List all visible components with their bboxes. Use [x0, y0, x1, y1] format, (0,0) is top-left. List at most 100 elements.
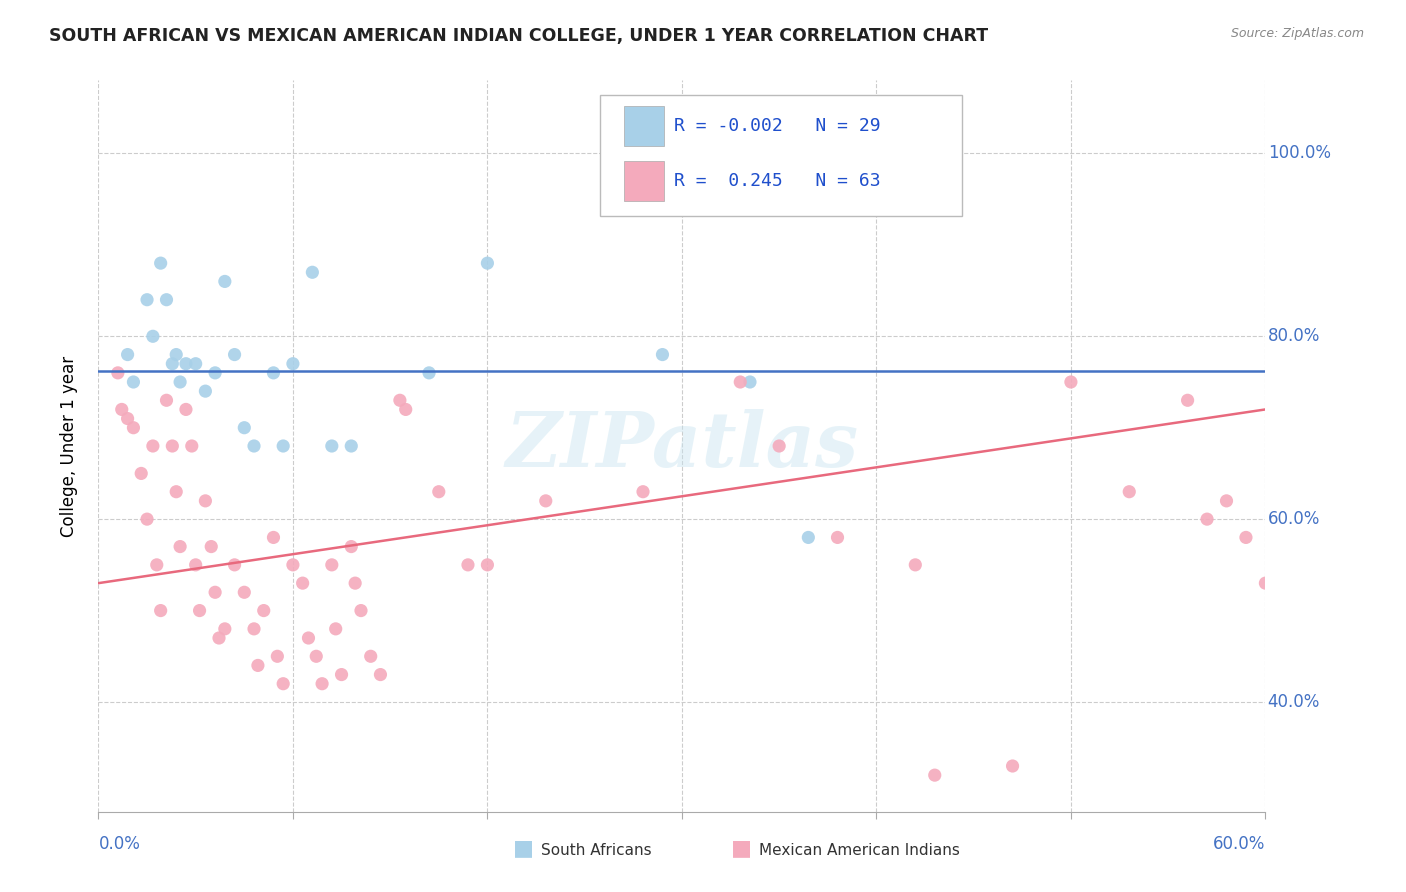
Point [142, 439, 165, 453]
Point [194, 494, 217, 508]
Point [457, 558, 479, 572]
Point [214, 622, 236, 636]
Point [1215, 494, 1237, 508]
Point [477, 256, 499, 270]
Point [651, 347, 673, 362]
Point [107, 366, 129, 380]
Point [142, 329, 165, 343]
Point [797, 530, 820, 544]
Point [297, 631, 319, 645]
Point [155, 293, 177, 307]
Point [631, 484, 654, 499]
Point [246, 658, 269, 673]
Point [477, 558, 499, 572]
Point [344, 576, 367, 591]
Point [340, 540, 363, 554]
Point [194, 384, 217, 399]
Point [1177, 393, 1199, 408]
Point [136, 293, 159, 307]
Point [330, 667, 353, 681]
Text: ■: ■ [513, 838, 534, 858]
Point [174, 357, 197, 371]
Point [311, 676, 333, 690]
Point [180, 439, 202, 453]
Point [266, 649, 288, 664]
Point [117, 411, 139, 425]
Point [162, 439, 184, 453]
Point [243, 622, 266, 636]
Point [1254, 576, 1277, 591]
Point [350, 603, 373, 617]
Text: 60.0%: 60.0% [1213, 835, 1265, 853]
Point [291, 576, 314, 591]
Point [271, 439, 294, 453]
Point [301, 265, 323, 279]
Text: 80.0%: 80.0% [1268, 327, 1320, 345]
Point [1001, 759, 1024, 773]
Point [534, 494, 557, 508]
Point [243, 439, 266, 453]
Point [325, 622, 347, 636]
Text: 100.0%: 100.0% [1268, 145, 1330, 162]
Text: R = -0.002   N = 29: R = -0.002 N = 29 [673, 117, 880, 135]
Point [924, 768, 946, 782]
Point [149, 603, 172, 617]
Point [169, 375, 191, 389]
Point [165, 484, 187, 499]
Point [1060, 375, 1083, 389]
Point [1195, 512, 1218, 526]
Text: 60.0%: 60.0% [1268, 510, 1320, 528]
Text: SOUTH AFRICAN VS MEXICAN AMERICAN INDIAN COLLEGE, UNDER 1 YEAR CORRELATION CHART: SOUTH AFRICAN VS MEXICAN AMERICAN INDIAN… [49, 27, 988, 45]
Point [117, 347, 139, 362]
Point [233, 421, 256, 435]
Point [214, 275, 236, 289]
Point [262, 530, 284, 544]
Point [262, 366, 284, 380]
Y-axis label: College, Under 1 year: College, Under 1 year [59, 355, 77, 537]
Point [418, 366, 440, 380]
Point [360, 649, 382, 664]
Point [827, 530, 849, 544]
Point [149, 256, 172, 270]
Text: 0.0%: 0.0% [98, 835, 141, 853]
Point [224, 347, 246, 362]
Point [340, 439, 363, 453]
Point [671, 146, 693, 161]
Point [427, 484, 450, 499]
Point [370, 667, 392, 681]
Point [200, 540, 222, 554]
Point [395, 402, 418, 417]
Point [253, 603, 276, 617]
Point [388, 393, 411, 408]
Point [321, 558, 343, 572]
Point [1118, 484, 1140, 499]
Point [271, 676, 294, 690]
FancyBboxPatch shape [624, 106, 665, 146]
FancyBboxPatch shape [600, 95, 962, 216]
Point [122, 375, 145, 389]
Point [136, 512, 159, 526]
Point [1234, 530, 1257, 544]
Text: R =  0.245   N = 63: R = 0.245 N = 63 [673, 172, 880, 190]
Point [165, 347, 187, 362]
Text: ZIPatlas: ZIPatlas [505, 409, 859, 483]
Point [162, 357, 184, 371]
Point [174, 402, 197, 417]
Point [169, 540, 191, 554]
Text: Mexican American Indians: Mexican American Indians [759, 843, 960, 858]
Point [305, 649, 328, 664]
Text: South Africans: South Africans [541, 843, 652, 858]
Point [204, 585, 226, 599]
Point [224, 558, 246, 572]
Point [233, 585, 256, 599]
Point [111, 402, 134, 417]
FancyBboxPatch shape [624, 161, 665, 201]
Point [904, 558, 927, 572]
Point [188, 603, 211, 617]
Text: Source: ZipAtlas.com: Source: ZipAtlas.com [1230, 27, 1364, 40]
Text: ■: ■ [731, 838, 752, 858]
Point [204, 366, 226, 380]
Point [155, 393, 177, 408]
Point [184, 357, 207, 371]
Point [184, 558, 207, 572]
